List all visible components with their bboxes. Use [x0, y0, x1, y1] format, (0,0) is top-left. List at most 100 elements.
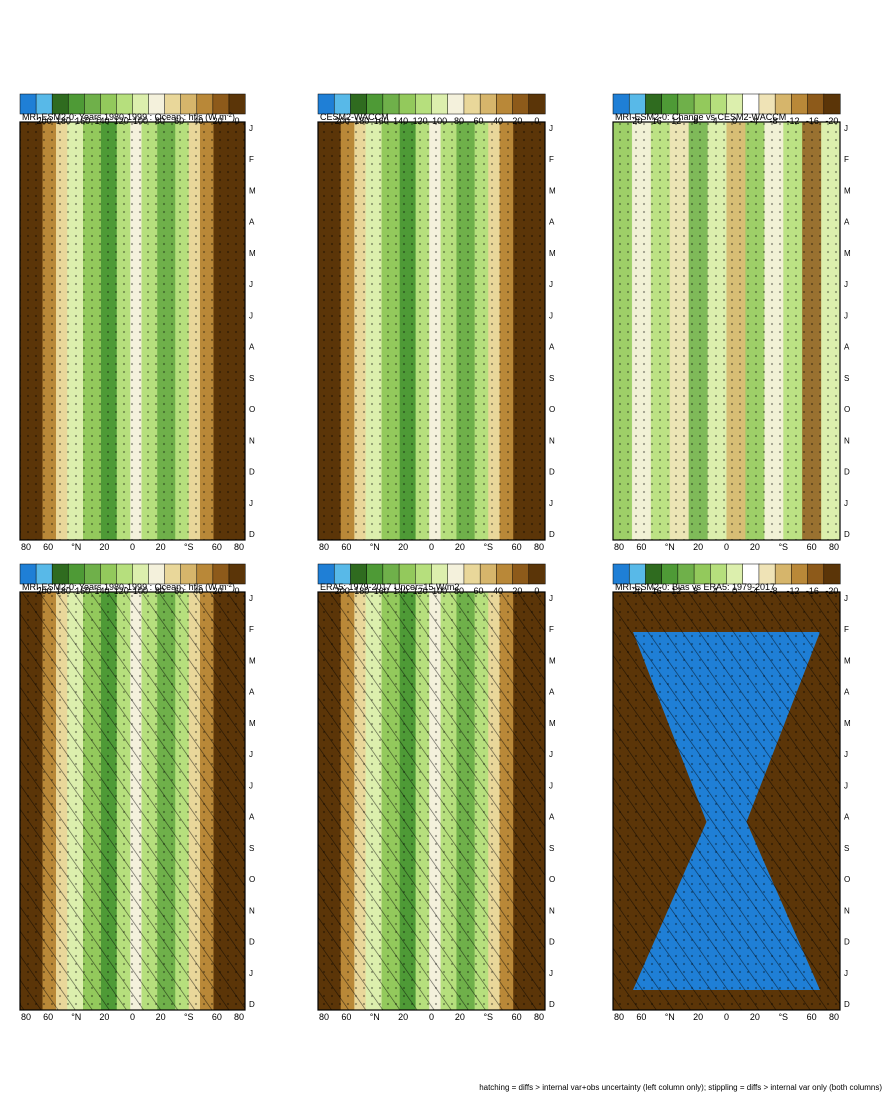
month-tick-label: J	[249, 280, 253, 289]
plot-frame	[612, 591, 841, 1011]
colorbar-label: 0	[234, 116, 239, 126]
colorbar-swatch	[228, 563, 246, 585]
panel-6-month-ticks: J F M A M J J A S O N D J D	[844, 124, 851, 539]
lat-tick-label: 80	[614, 542, 624, 552]
lat-tick-label: 60	[43, 542, 53, 552]
colorbar-swatch	[528, 563, 546, 585]
colorbar-swatch	[645, 563, 663, 585]
colorbar-label: -16	[806, 586, 819, 596]
panel-4-heatmap	[19, 121, 246, 541]
panel-6-colorbar: 20 16 12 8 4 0 -4 -8 -12 -16 -20	[612, 93, 841, 126]
stippling-overlay	[20, 122, 245, 540]
colorbar-swatch	[774, 93, 792, 115]
month-tick-label: J	[549, 124, 553, 133]
month-tick-label: O	[549, 405, 555, 414]
colorbar-label: 60	[174, 116, 184, 126]
figure-footnote: hatching = diffs > internal var+obs unce…	[479, 1083, 882, 1092]
colorbar-swatch	[512, 563, 530, 585]
colorbar-label: 60	[174, 586, 184, 596]
month-tick-label: J	[549, 280, 553, 289]
colorbar-swatch	[447, 563, 465, 585]
month-tick-label: M	[844, 719, 851, 728]
month-tick-label: J	[249, 781, 253, 790]
colorbar-label: 180	[56, 116, 71, 126]
month-tick-label: F	[549, 625, 554, 634]
colorbar-swatch	[742, 563, 760, 585]
month-tick-label: A	[249, 688, 255, 697]
plot-frame	[19, 591, 246, 1011]
colorbar-swatch	[512, 93, 530, 115]
colorbar-label: 0	[534, 116, 539, 126]
colorbar-swatch	[415, 563, 433, 585]
lat-tick-label: °N	[370, 1012, 380, 1022]
panel-3-month-ticks: J F M A M J J A S O N D J D	[844, 594, 851, 1009]
colorbar-label: 0	[732, 116, 737, 126]
panel-title: MRI-ESM2-0: Years 1980-1999 : Ocean : hf…	[22, 112, 235, 122]
colorbar-swatch	[67, 563, 85, 585]
colorbar-swatch	[196, 93, 214, 115]
panel-3: 20 16 12 8 4 0 -4 -8 -12 -16 -20 MRI-ESM2-0: Bias v…	[612, 563, 851, 1022]
plot-frame	[19, 121, 246, 541]
colorbar-swatch	[148, 563, 166, 585]
colorbar-swatch	[196, 563, 214, 585]
month-tick-label: A	[844, 343, 850, 352]
lat-tick-label: 20	[693, 542, 703, 552]
panel-title-superscript: -2	[227, 113, 233, 119]
stippling-overlay	[20, 592, 245, 1010]
colorbar-label: 4	[713, 116, 718, 126]
colorbar-label: -4	[750, 116, 758, 126]
lat-tick-label: °N	[71, 542, 81, 552]
month-tick-label: A	[844, 813, 850, 822]
lat-tick-label: 80	[319, 1012, 329, 1022]
lat-tick-label: °N	[71, 1012, 81, 1022]
month-tick-label: D	[249, 1000, 255, 1009]
colorbar-label: 140	[94, 116, 109, 126]
month-tick-label: F	[844, 155, 849, 164]
month-tick-label: M	[249, 186, 256, 195]
month-tick-label: J	[844, 280, 848, 289]
lat-tick-label: 80	[319, 542, 329, 552]
lat-tick-label: °S	[778, 542, 788, 552]
lat-tick-label: 60	[212, 1012, 222, 1022]
month-tick-label: O	[249, 875, 255, 884]
colorbar-label: 120	[413, 586, 428, 596]
lat-tick-label: 60	[512, 542, 522, 552]
colorbar-swatch	[807, 93, 825, 115]
colorbar-swatch	[350, 563, 368, 585]
month-tick-label: A	[549, 813, 555, 822]
month-tick-label: J	[249, 499, 253, 508]
lat-tick-label: 0	[130, 542, 135, 552]
colorbar-label: 40	[493, 586, 503, 596]
colorbar-swatch	[35, 563, 53, 585]
month-tick-label: S	[844, 374, 849, 383]
colorbar-swatch	[35, 93, 53, 115]
plot-frame	[612, 121, 841, 541]
lat-tick-label: 60	[807, 542, 817, 552]
colorbar-swatch	[496, 93, 514, 115]
lat-tick-label: 20	[99, 1012, 109, 1022]
panel-2-colorbar: 200 180 160 140 120 100 80 60 40 20 0	[317, 563, 546, 596]
lat-tick-label: 60	[636, 542, 646, 552]
month-tick-label: A	[844, 688, 850, 697]
colorbar-swatch	[693, 563, 711, 585]
colorbar-label: -4	[750, 586, 758, 596]
colorbar-swatch	[612, 563, 630, 585]
colorbar-swatch	[333, 563, 351, 585]
colorbar-label: 0	[534, 586, 539, 596]
month-tick-label: J	[844, 311, 848, 320]
lat-tick-label: 60	[341, 542, 351, 552]
panel-title: MRI-ESM2-0: Change vs CESM2-WACCM	[615, 112, 786, 122]
month-tick-label: N	[249, 906, 255, 915]
month-tick-label: F	[249, 625, 254, 634]
lat-tick-label: 60	[212, 542, 222, 552]
lat-tick-label: 0	[724, 542, 729, 552]
lat-tick-label: °N	[370, 542, 380, 552]
colorbar-label: 20	[512, 586, 522, 596]
month-tick-label: S	[549, 844, 554, 853]
colorbar-label: 16	[652, 116, 662, 126]
lat-tick-label: °S	[184, 542, 194, 552]
colorbar-swatch	[398, 563, 416, 585]
colorbar-label: 120	[413, 116, 428, 126]
colorbar-swatch	[84, 563, 101, 585]
